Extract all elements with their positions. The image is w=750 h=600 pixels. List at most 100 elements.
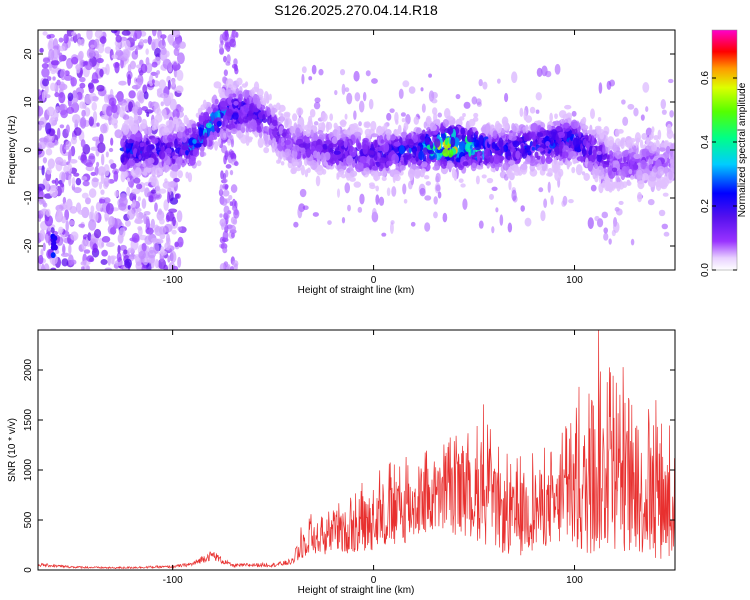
snr-y-tick-label: 1500: [23, 408, 34, 431]
spectrogram-cell: [143, 91, 149, 100]
spectrogram-cell: [145, 48, 149, 55]
spectrogram-cell: [234, 67, 239, 75]
spectrogram-cell: [657, 129, 662, 140]
spectrogram-cell: [108, 97, 117, 107]
spectrogram-cell: [220, 170, 224, 180]
spectrogram-cell: [71, 177, 76, 188]
spectrogram-cell: [135, 167, 140, 176]
spectrogram-cell: [311, 64, 317, 75]
spectrogram-cell: [99, 36, 107, 44]
spectrogram-cell: [133, 177, 141, 184]
spectrogram-cell: [114, 259, 124, 267]
spectrogram-cell: [70, 231, 79, 241]
spectrogram-cell: [606, 155, 611, 164]
spectrogram-cell: [196, 160, 202, 167]
spectrogram-cell: [155, 184, 161, 195]
spectrogram-cell: [44, 94, 51, 99]
spectrogram-cell: [61, 172, 66, 184]
spectrogram-cell: [520, 163, 528, 171]
spectrogram-cell: [489, 154, 494, 164]
spectrogram-cell: [87, 232, 92, 241]
spectrogram-cell: [411, 134, 418, 144]
spectrogram-cell: [284, 139, 291, 146]
spectrogram-y-tick-label: 20: [23, 48, 34, 60]
spectrogram-cell: [407, 168, 415, 179]
spectrogram-cell: [99, 198, 106, 204]
spectrogram-cell: [492, 130, 498, 139]
spectrogram-cell: [61, 258, 69, 267]
spectrogram-cell: [134, 48, 138, 55]
spectrogram-cell: [75, 177, 82, 186]
spectrogram-cell: [493, 154, 500, 165]
spectrogram-cell: [39, 229, 46, 242]
spectrogram-cell: [590, 129, 597, 136]
spectrogram-cell: [39, 47, 44, 53]
spectrogram-cell: [242, 89, 250, 99]
spectrogram-cell: [172, 108, 180, 120]
spectrogram-cell: [175, 85, 184, 94]
spectrogram-cell: [580, 155, 584, 163]
spectrogram-cell: [167, 255, 171, 263]
spectrogram-y-tick-label: -10: [23, 190, 34, 205]
spectrogram-cell: [38, 191, 45, 199]
spectrogram-cell: [114, 190, 119, 198]
spectrogram-cell: [530, 122, 539, 133]
spectrogram-cell: [77, 51, 83, 62]
spectrogram-cell: [484, 123, 491, 135]
spectrogram-cell: [158, 150, 166, 160]
spectrogram-cell: [124, 39, 131, 50]
spectrogram-cell: [224, 30, 229, 38]
spectrogram-cell: [229, 38, 236, 48]
spectrogram-cell: [550, 195, 554, 205]
spectrogram-cell: [408, 147, 412, 154]
spectrogram-cell: [621, 99, 626, 105]
spectrogram-cell: [486, 163, 490, 169]
spectrogram-cell: [75, 202, 82, 213]
spectrogram-cell: [144, 187, 150, 198]
spectrogram-cell: [219, 100, 227, 112]
spectrogram-cell: [299, 188, 307, 198]
spectrogram-cell: [612, 142, 617, 153]
spectrogram-y-axis-label: Frequency (Hz): [7, 116, 18, 185]
spectrogram-cell: [473, 139, 480, 148]
spectrogram-cell: [481, 174, 487, 179]
spectrogram-cell: [462, 198, 468, 210]
spectrogram-cell: [647, 198, 655, 206]
spectrogram-cell: [165, 147, 172, 154]
spectrogram-cell: [606, 80, 612, 90]
spectrogram-cell: [177, 226, 183, 232]
spectrogram-cell: [320, 152, 326, 163]
spectrogram-cell: [226, 54, 231, 64]
spectrogram-cell: [506, 168, 513, 179]
spectrogram-cell: [583, 150, 587, 155]
spectrogram-cell: [369, 158, 374, 168]
spectrogram-cell: [271, 142, 275, 153]
spectrogram-cell: [167, 191, 171, 204]
spectrogram-cell: [459, 141, 466, 151]
spectrogram-cell: [500, 146, 505, 154]
spectrogram-cell: [587, 217, 594, 229]
spectrogram-cell: [402, 183, 407, 195]
spectrogram-cell: [134, 216, 142, 224]
spectrogram-cell: [229, 169, 234, 176]
spectrogram-cell: [117, 244, 121, 255]
spectrogram-cell: [625, 135, 633, 143]
spectrogram-cell: [213, 111, 219, 119]
spectrogram-cell: [154, 113, 163, 123]
spectrogram-cell: [81, 176, 88, 181]
spectrogram-cell: [222, 230, 229, 241]
spectrogram-cell: [486, 177, 494, 184]
spectrogram-cell: [419, 187, 426, 197]
spectrogram-cell: [572, 137, 580, 148]
spectrogram-cell: [162, 58, 172, 70]
spectrogram-cell: [362, 143, 368, 155]
spectrogram-cell: [554, 120, 560, 126]
spectrogram-cell: [185, 171, 190, 179]
spectrogram-cell: [307, 122, 312, 132]
spectrogram-cell: [669, 110, 674, 118]
spectrogram-cell: [144, 127, 148, 135]
spectrogram-cell: [346, 92, 353, 105]
spectrogram-cell: [126, 186, 131, 197]
spectrogram-cell: [159, 218, 165, 225]
spectrogram-cell: [555, 125, 562, 132]
